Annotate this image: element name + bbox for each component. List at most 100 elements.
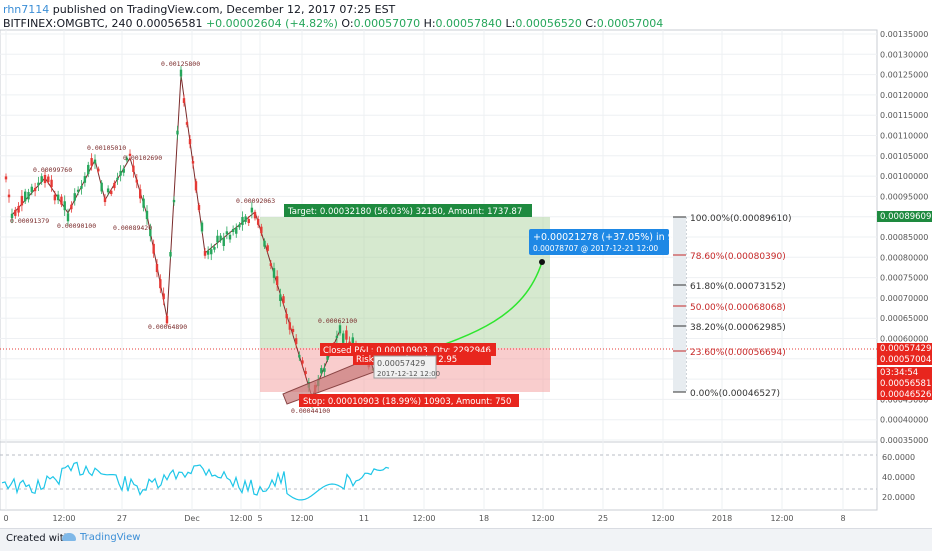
candle-body <box>116 177 119 180</box>
last-price-tag: 0.00056581 <box>880 379 931 389</box>
time-axis[interactable]: 0 12:00 27 Dec 12:00 5 12:00 11 12:00 18 12:00 25 12… <box>3 514 845 523</box>
candle-body <box>188 138 192 145</box>
candle-body <box>244 216 247 222</box>
candle-body <box>231 229 235 232</box>
stop-price-tag: 0.00046526 <box>880 390 931 400</box>
time-axis-label: 12:00 <box>52 514 75 523</box>
time-axis-label: 2018 <box>712 514 732 523</box>
low-label: L: <box>505 17 516 30</box>
publish-header: rhn7114 published on TradingView.com, De… <box>3 3 395 16</box>
candle-body <box>20 195 24 206</box>
candle-body <box>294 338 298 345</box>
candle-body <box>119 170 122 176</box>
countdown-tag-bg <box>877 367 932 378</box>
candle-body <box>70 204 73 210</box>
rsi-axis-40: 40.0000 <box>882 473 915 482</box>
stop-label: Stop: 0.00010903 (18.99%) 10903, Amount:… <box>303 397 511 407</box>
candle-body <box>43 174 47 184</box>
candle-body <box>179 69 183 77</box>
projection-point[interactable] <box>539 259 545 265</box>
candle-body <box>250 207 254 213</box>
candle-body <box>4 176 8 180</box>
published-text: published on TradingView.com, December 1… <box>52 3 396 16</box>
price-axis-label: 0.00130000 <box>880 50 928 59</box>
candle-body <box>50 179 53 188</box>
candle-body <box>142 198 145 208</box>
candle-body <box>90 158 93 166</box>
rsi-axis-60: 60.0000 <box>882 453 915 462</box>
high-label: H: <box>423 17 436 30</box>
candle-body <box>33 187 37 192</box>
close-price-tag: 0.00057004 <box>880 355 931 365</box>
cursor-price: 0.00057429 <box>377 359 425 368</box>
candle-body <box>132 165 135 172</box>
candle-body <box>47 176 50 183</box>
candle-body <box>253 211 257 219</box>
chart-frame <box>0 29 878 511</box>
price-axis-label: 0.00115000 <box>880 111 928 120</box>
tradingview-link[interactable]: TradingView <box>62 532 140 543</box>
candle-body <box>97 168 100 172</box>
price-axis-label: 0.00095000 <box>880 192 928 201</box>
candle-body <box>210 249 213 255</box>
profit-zone[interactable] <box>260 217 550 348</box>
candle-body <box>206 250 210 255</box>
fib-level-label: 61.80%(0.00073152) <box>690 282 786 292</box>
candle-body <box>335 335 339 338</box>
last-tag-bg <box>877 378 932 389</box>
target-tag-bg <box>877 211 932 222</box>
candle-body <box>288 322 292 330</box>
fib-level-label: 78.60%(0.00080390) <box>690 252 786 262</box>
candle-body <box>106 188 110 193</box>
candle-body <box>162 293 165 300</box>
candle-body <box>266 245 269 251</box>
candle-body <box>7 194 11 198</box>
zig-label-1: 0.00105010 <box>87 144 126 152</box>
candle-body <box>279 294 282 301</box>
candle-body <box>125 157 129 161</box>
candle-body <box>145 210 149 220</box>
price-axis-label: 0.00105000 <box>880 152 928 161</box>
current-tag-bg <box>877 343 932 354</box>
projection-label[interactable] <box>529 229 669 255</box>
tradingview-brand: TradingView <box>80 532 141 543</box>
price-axis-label: 0.00125000 <box>880 71 928 80</box>
candle-body <box>342 333 345 343</box>
zig-label-4: 0.00092063 <box>236 197 275 205</box>
candle-body <box>291 328 295 332</box>
candle-body <box>213 246 216 250</box>
time-axis-label: Dec <box>184 514 199 523</box>
zig-label-2: 0.00099760 <box>33 166 72 174</box>
candle-body <box>24 191 27 202</box>
cursor-date: 2017-12-12 12:00 <box>377 370 440 378</box>
candles <box>4 66 370 409</box>
stop-label-bg <box>299 394 519 407</box>
author-link[interactable]: rhn7114 <box>3 3 50 16</box>
time-axis-label: 5 <box>257 514 262 523</box>
candle-body <box>135 179 138 183</box>
symbol[interactable]: BITFINEX:OMGBTC, 240 <box>3 17 133 30</box>
candle-body <box>169 251 172 257</box>
grid <box>0 30 877 510</box>
chart-canvas[interactable]: 0.00125800 0.00105010 0.00099760 0.00102… <box>0 0 932 528</box>
rsi-line <box>1 461 390 501</box>
candle-body <box>216 235 219 243</box>
candle-body <box>260 226 263 234</box>
candle-body <box>304 371 307 374</box>
last-price: 0.00056581 <box>135 17 203 30</box>
candle-body <box>10 213 14 219</box>
candle-body <box>182 98 186 103</box>
candle-body <box>272 268 276 278</box>
price-axis-label: 0.00100000 <box>880 172 928 181</box>
candle-body <box>66 213 70 222</box>
rsi-axis-20: 20.0000 <box>882 493 915 502</box>
candle-body <box>263 240 266 247</box>
candle-body <box>113 182 116 189</box>
time-axis-label: 0 <box>3 514 8 523</box>
stop-tag-bg <box>877 389 932 400</box>
zig-label-3: 0.00102690 <box>123 154 162 162</box>
fib-level-label: 38.20%(0.00062985) <box>690 323 786 333</box>
candle-body <box>155 264 159 273</box>
projection-line2: 0.00078707 @ 2017-12-21 12:00 <box>533 244 658 253</box>
fib-retracement[interactable]: 100.00%(0.00089610) 78.60%(0.00080390) 61.… <box>673 214 791 399</box>
